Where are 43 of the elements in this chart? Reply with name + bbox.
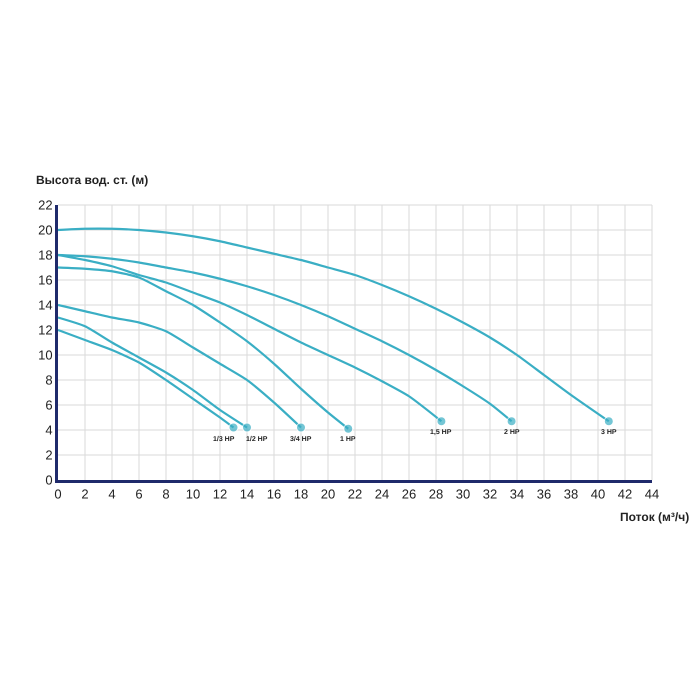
x-axis-title: Поток (м³/ч) bbox=[620, 510, 690, 524]
y-tick-label: 22 bbox=[38, 198, 53, 213]
y-tick-label: 12 bbox=[38, 322, 53, 338]
y-tick-label: 14 bbox=[38, 298, 53, 313]
x-tick-label: 26 bbox=[402, 486, 416, 502]
x-tick-label: 42 bbox=[618, 486, 632, 502]
x-tick-label: 12 bbox=[212, 486, 228, 502]
y-axis-title: Высота вод. ст. (м) bbox=[36, 173, 148, 187]
y-tick-label: 4 bbox=[45, 422, 53, 438]
x-tick-label: 34 bbox=[510, 486, 524, 502]
point bbox=[228, 422, 238, 432]
x-tick-label: 8 bbox=[162, 486, 170, 502]
x-tick-label: 18 bbox=[294, 486, 308, 502]
y-tick-label: 18 bbox=[38, 248, 53, 263]
y-tick-label: 20 bbox=[38, 222, 53, 238]
point bbox=[343, 424, 354, 434]
x-tick-label: 24 bbox=[374, 486, 390, 502]
x-tick-label: 32 bbox=[482, 486, 498, 502]
y-tick-label: 6 bbox=[45, 398, 53, 413]
point bbox=[296, 422, 306, 432]
x-tick-label: 14 bbox=[240, 486, 254, 502]
x-tick-label: 38 bbox=[564, 486, 578, 502]
x-tick-label: 6 bbox=[135, 486, 143, 502]
x-tick-label: 22 bbox=[348, 486, 362, 502]
y-tick-label: 10 bbox=[38, 348, 53, 363]
x-tick-label: 40 bbox=[590, 486, 606, 502]
x-tick-label: 36 bbox=[536, 486, 552, 502]
y-tick-label: 2 bbox=[45, 448, 53, 463]
y-tick-label: 16 bbox=[38, 272, 53, 288]
x-tick-label: 10 bbox=[186, 486, 200, 502]
x-tick-label: 16 bbox=[266, 486, 282, 502]
x-tick-label: 20 bbox=[320, 486, 336, 502]
x-tick-label: 28 bbox=[428, 486, 444, 502]
x-tick-label: 4 bbox=[108, 486, 116, 502]
x-tick-label: 44 bbox=[644, 486, 660, 502]
point bbox=[506, 416, 517, 426]
point bbox=[436, 416, 446, 426]
point bbox=[604, 416, 614, 426]
x-tick-label: 30 bbox=[456, 486, 470, 502]
point bbox=[242, 422, 252, 432]
x-tick-label: 2 bbox=[81, 486, 89, 502]
y-tick-label: 8 bbox=[45, 372, 53, 388]
y-tick-label: 0 bbox=[45, 472, 53, 488]
